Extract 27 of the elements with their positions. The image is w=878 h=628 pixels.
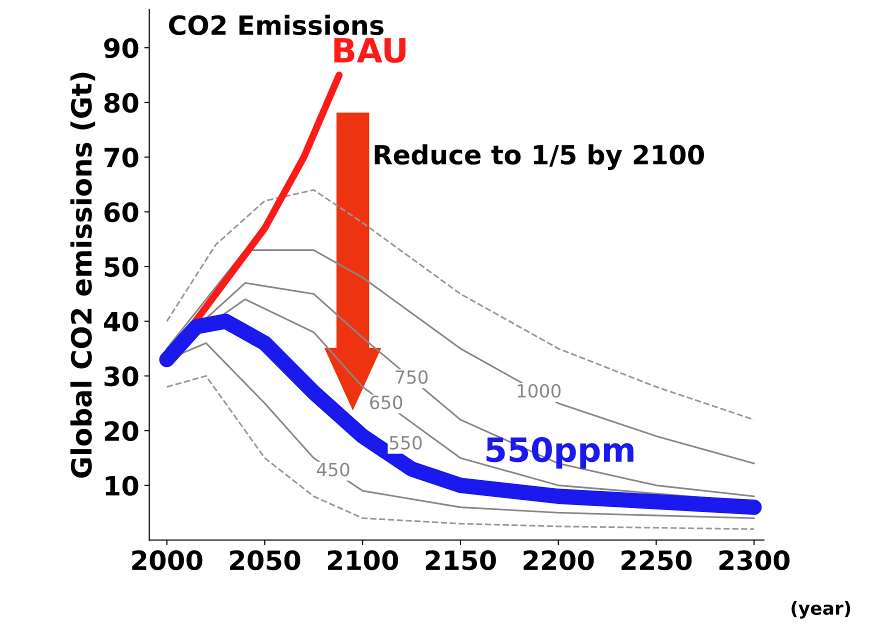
text: (year) [792,600,850,619]
series-label: 1000 [518,384,561,398]
annotation: Reduce to 1/5 by 2100 [374,144,704,170]
series-label: 750 [396,370,428,384]
annotation: 550 [390,436,422,450]
x-tick-label: 2000 [132,550,202,570]
y-tick-label: 50 [104,256,138,277]
series-label: 650 [370,396,402,410]
y-tick-label: 20 [104,421,138,442]
y-tick-label: 70 [104,148,138,168]
y-tick-label: 40 [104,312,138,332]
y-tick-label: 30 [104,366,138,386]
y-tick-label: 80 [104,92,138,113]
y-tick-label: 90 [104,38,138,58]
chart-title: CO2 Emissions [169,14,384,36]
x-tick-label: 2300 [719,550,790,570]
x-tick-label: 2200 [524,550,594,570]
y-axis-title: Global CO2 emissions (Gt) [70,72,96,478]
series-label: 450 [316,462,350,476]
x-tick-label: 2150 [426,550,496,570]
y-tick-label: 60 [104,202,138,222]
series-label: 550ppm [486,437,634,469]
y-tick-label: 10 [106,476,138,496]
x-tick-label: 2250 [622,550,692,570]
x-tick-label: 2050 [230,550,300,570]
x-tick-label: 2100 [328,550,398,570]
series-label: BAU [334,38,406,63]
